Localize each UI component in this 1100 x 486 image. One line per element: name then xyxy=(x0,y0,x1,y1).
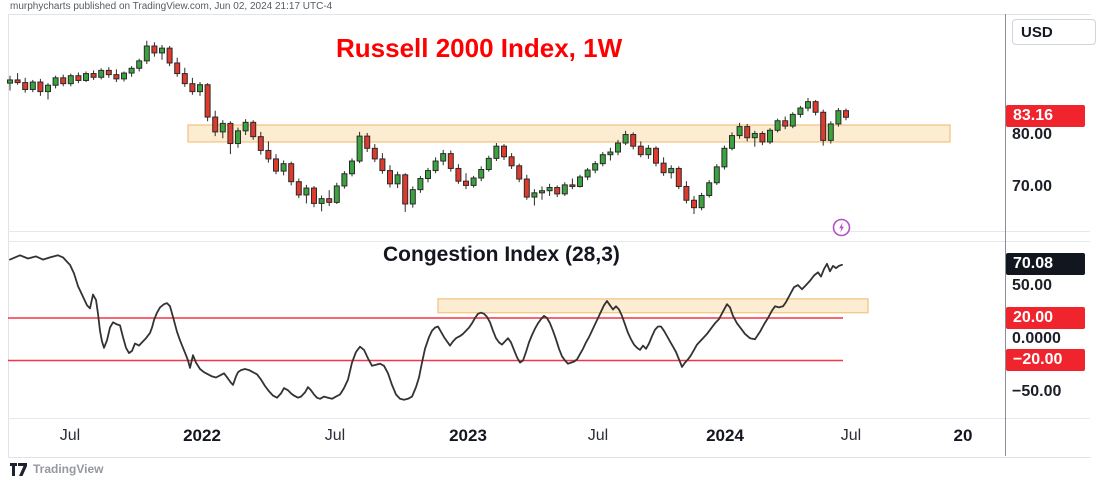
time-axis-label: Jul xyxy=(840,427,862,444)
scale-price-badge: −20.00 xyxy=(1006,349,1085,371)
price-scale-separator[interactable] xyxy=(1005,14,1006,456)
scale-price-badge: 20.00 xyxy=(1006,307,1085,329)
scale-tick-label: 50.00 xyxy=(1012,277,1053,294)
publish-attribution: murphycharts published on TradingView.co… xyxy=(10,1,333,12)
time-axis-label: 2022 xyxy=(183,426,221,445)
scale-tick-label: 0.0000 xyxy=(1012,330,1061,347)
panel-divider-top[interactable] xyxy=(8,231,1090,232)
time-axis-line xyxy=(8,418,1090,419)
footer-brand[interactable]: TradingView xyxy=(10,462,103,476)
scale-tick-label: 70.00 xyxy=(1012,178,1053,195)
scale-tick-label: 80.00 xyxy=(1012,126,1053,143)
currency-label: USD xyxy=(1021,23,1053,41)
panel-divider-bottom[interactable] xyxy=(8,241,1090,242)
indicator-panel-title: Congestion Index (28,3) xyxy=(383,243,620,266)
time-axis-label: Jul xyxy=(324,427,346,444)
scale-price-badge: 83.16 xyxy=(1006,105,1085,127)
brand-text: TradingView xyxy=(33,462,104,476)
flash-boost-icon[interactable] xyxy=(832,218,851,237)
time-axis-label: 2023 xyxy=(449,426,487,445)
time-axis-label: 20 xyxy=(953,426,973,445)
price-panel-title: Russell 2000 Index, 1W xyxy=(336,33,623,63)
tradingview-logo-icon xyxy=(10,462,27,476)
time-axis-label: 2024 xyxy=(706,426,744,445)
chart-frame xyxy=(8,14,1091,458)
scale-price-badge: 70.08 xyxy=(1006,253,1085,275)
scale-tick-label: −50.00 xyxy=(1012,383,1062,400)
time-axis-label: Jul xyxy=(59,427,81,444)
currency-toggle-button[interactable]: USD xyxy=(1012,19,1096,45)
time-axis-label: Jul xyxy=(587,427,609,444)
